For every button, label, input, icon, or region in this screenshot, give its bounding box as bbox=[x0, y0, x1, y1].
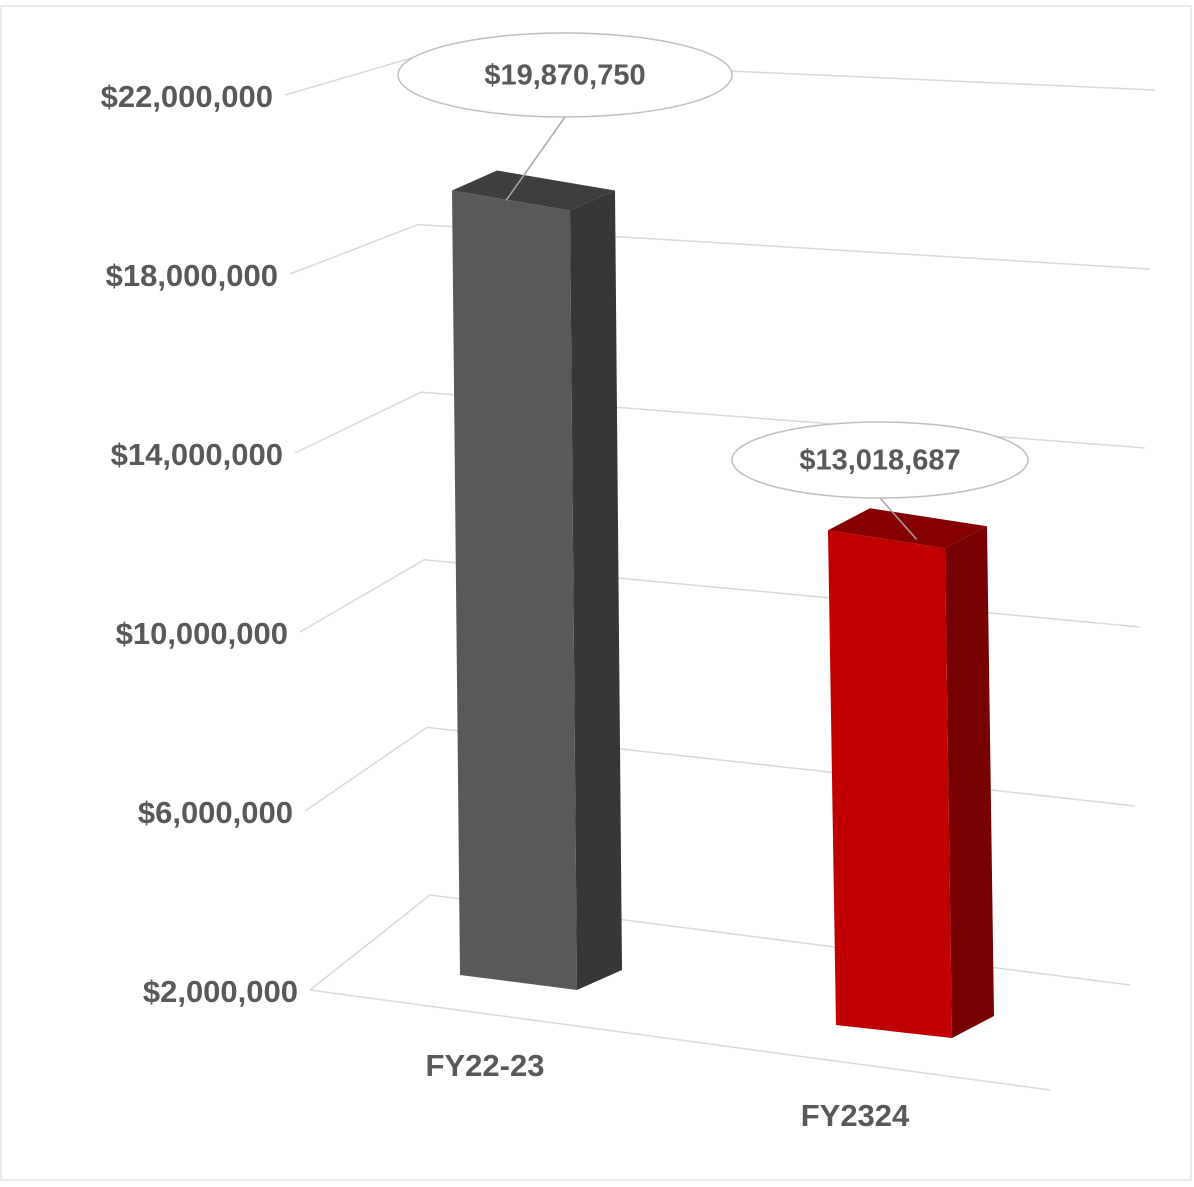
floor-front-edge bbox=[309, 989, 1051, 1091]
y-tick-label: $14,000,000 bbox=[111, 437, 283, 472]
data-label: $13,018,687 bbox=[799, 445, 960, 477]
bar bbox=[828, 530, 952, 1038]
data-label: $19,870,750 bbox=[484, 60, 645, 92]
label-callout bbox=[731, 421, 1029, 499]
y-tick-label: $6,000,000 bbox=[138, 795, 293, 830]
bar-side bbox=[945, 526, 994, 1038]
x-tick-label: FY22-23 bbox=[426, 1048, 545, 1083]
label-leader bbox=[879, 497, 918, 540]
bar-side bbox=[570, 190, 622, 991]
y-tick-label: $18,000,000 bbox=[106, 258, 278, 293]
grid-line bbox=[289, 223, 1151, 275]
label-leader bbox=[505, 116, 566, 201]
x-tick-label: FY2324 bbox=[801, 1098, 910, 1133]
y-tick-label: $22,000,000 bbox=[101, 79, 273, 114]
bar bbox=[452, 190, 577, 991]
y-tick-label: $10,000,000 bbox=[116, 616, 288, 651]
bar-top bbox=[452, 170, 615, 211]
y-tick-label: $2,000,000 bbox=[143, 974, 298, 1009]
label-callout bbox=[397, 32, 733, 118]
